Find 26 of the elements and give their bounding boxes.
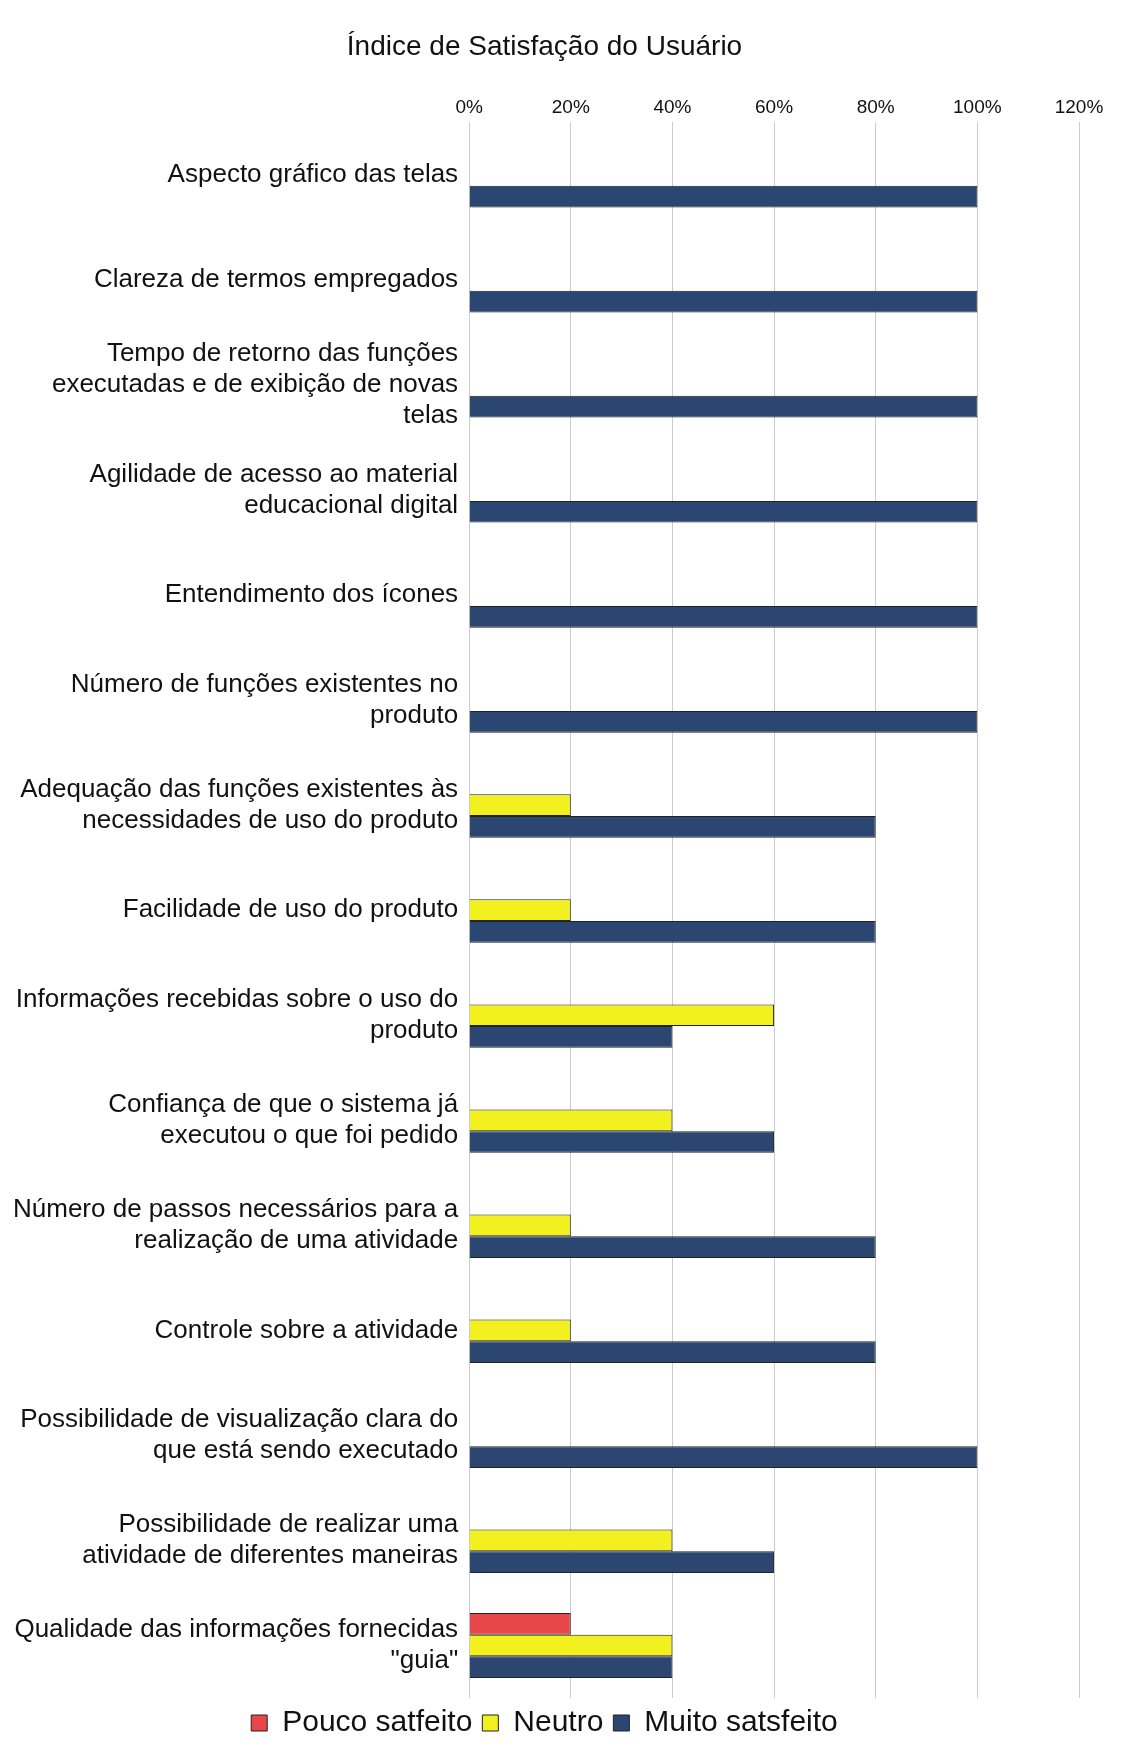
y-tick-label: Facilidade de uso do produto [122, 893, 459, 924]
y-tick-label: Possibilidade de realizar uma atividade de diferentes maneiras [82, 1508, 459, 1570]
y-tick-label: Número de funções existentes no produto [70, 667, 459, 729]
x-tick-label: 120% [1054, 96, 1104, 118]
y-tick-label: Confiança de que o sistema já executou o que foi pedido [108, 1087, 459, 1150]
y-tick-label: Adequação das funções existentes às necessidades de uso do produto [20, 772, 459, 834]
y-tick-label: Número de passos necessários para a realização de uma atividade [13, 1192, 459, 1255]
chart-title: Índice de Satisfação do Usuário [346, 29, 743, 61]
legend-label: Muito satsfeito [644, 1704, 838, 1738]
legend-label: Pouco satfeito [282, 1704, 473, 1738]
y-tick-label: Controle sobre a atividade [154, 1313, 459, 1344]
legend-label: Neutro [513, 1704, 604, 1738]
y-tick-label: Agilidade de acesso ao material educacional digital [89, 457, 459, 519]
x-tick-label: 40% [653, 96, 692, 118]
x-tick-label: 0% [455, 96, 483, 118]
y-tick-label: Aspecto gráfico das telas [167, 158, 459, 189]
x-tick-label: 60% [755, 96, 794, 118]
y-tick-label: Possibilidade de visualização clara do que está sendo executado [20, 1402, 459, 1465]
x-tick-label: 100% [953, 96, 1002, 118]
y-tick-label: Qualidade das informações fornecidas "guia" [14, 1613, 459, 1675]
y-tick-label: Tempo de retorno das funções executadas e de exibição de novas telas [51, 336, 459, 430]
x-tick-label: 80% [856, 96, 895, 118]
y-tick-label: Clareza de termos empregados [93, 263, 459, 294]
y-tick-label: Entendimento dos ícones [164, 578, 459, 609]
y-tick-label: Informações recebidas sobre o uso do produto [15, 982, 459, 1045]
x-tick-label: 20% [551, 96, 590, 118]
